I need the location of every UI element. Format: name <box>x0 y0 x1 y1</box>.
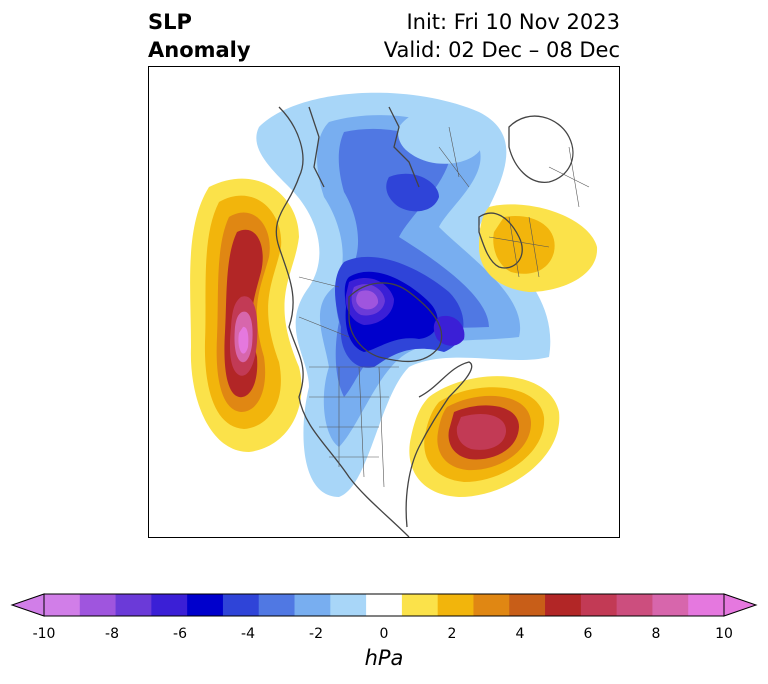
colorbar-segment <box>115 594 152 616</box>
colorbar-segment <box>79 594 117 616</box>
colorbar-segment <box>616 594 653 616</box>
siberia-low-field <box>398 109 484 164</box>
colorbar-tick-label: -4 <box>241 626 255 642</box>
colorbar-segment <box>151 594 188 616</box>
colorbar-tick-label: 8 <box>651 626 661 642</box>
map-title: SLP Anomaly <box>148 8 251 64</box>
colorbar-extend-low <box>10 593 45 617</box>
colorbar-unit-label: hPa <box>364 646 404 670</box>
colorbar-segment <box>366 594 403 616</box>
colorbar-segment <box>580 594 618 616</box>
map-panel <box>148 66 620 538</box>
negative-anomaly-field <box>256 92 551 497</box>
colorbar-extend-high <box>723 593 758 617</box>
colorbar-segment <box>222 594 260 616</box>
colorbar-tick-label: 0 <box>379 626 389 642</box>
title-type: Anomaly <box>148 38 251 62</box>
colorbar-segment <box>44 594 81 616</box>
colorbar-segment <box>652 594 689 616</box>
scandinavia-high-field <box>479 204 598 292</box>
north-atlantic-high-field <box>409 376 560 497</box>
anomaly-map <box>190 92 598 537</box>
colorbar-tick-label: -2 <box>309 626 323 642</box>
colorbar-segment <box>437 594 474 616</box>
title-variable: SLP <box>148 10 192 34</box>
colorbar-outline <box>43 593 725 617</box>
colorbar-tick-label: -8 <box>105 626 119 642</box>
colorbar-segment <box>258 594 296 616</box>
colorbar <box>10 593 758 617</box>
colorbar-tick-label: 4 <box>515 626 525 642</box>
colorbar-segment <box>294 594 331 616</box>
colorbar-tick-label: -10 <box>32 626 56 642</box>
colorbar-segment <box>509 594 546 616</box>
north-pacific-high-field <box>190 178 302 452</box>
colorbar-segment <box>473 594 510 616</box>
colorbar-segment <box>330 594 367 616</box>
valid-range: Valid: 02 Dec – 08 Dec <box>383 38 620 62</box>
map-dates: Init: Fri 10 Nov 2023 Valid: 02 Dec – 08… <box>384 8 620 64</box>
colorbar-tick-label: 6 <box>583 626 593 642</box>
colorbar-segment <box>545 594 582 616</box>
init-date: Init: Fri 10 Nov 2023 <box>406 10 620 34</box>
colorbar-segment <box>187 594 224 616</box>
colorbar-segment <box>401 594 439 616</box>
colorbar-tick-label: -6 <box>173 626 187 642</box>
borders <box>298 126 590 488</box>
colorbar-tick-label: 10 <box>715 626 733 642</box>
colorbar-tick-label: 2 <box>447 626 457 642</box>
colorbar-segment <box>688 594 725 616</box>
